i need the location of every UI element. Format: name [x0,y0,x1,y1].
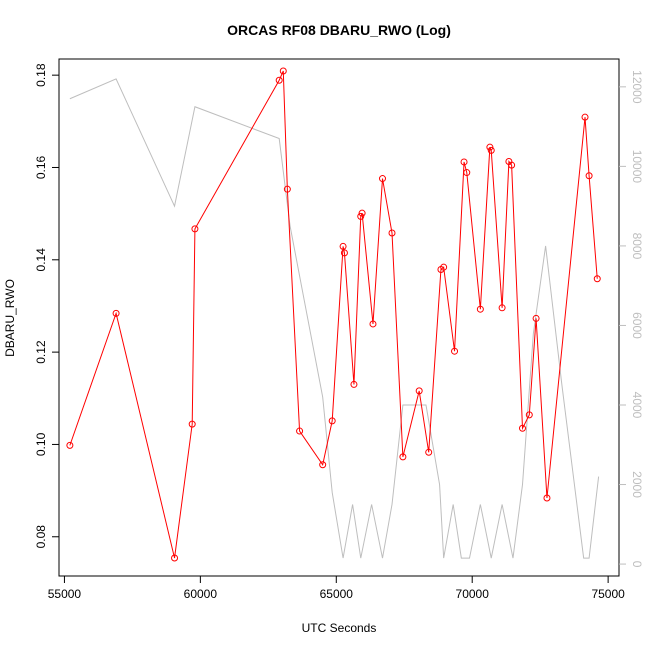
plot-frame [58,58,620,577]
data-point [440,263,448,271]
data-point [463,169,471,177]
data-point [340,249,348,257]
y-tick-label: 0.12 [34,340,48,364]
chart-title: ORCAS RF08 DBARU_RWO (Log) [227,22,451,38]
data-point [171,554,179,562]
data-point [275,76,283,84]
data-point [451,347,459,355]
data-point [388,229,396,237]
data-point [585,172,593,180]
data-point [369,320,377,328]
data-point [191,225,199,233]
data-point [358,209,366,217]
data-point [581,113,589,121]
data-point [339,242,347,250]
data-point [283,185,291,193]
x-tick-label: 75000 [591,587,625,601]
data-point [319,461,327,469]
data-point [593,275,601,283]
data-point [498,304,506,312]
y2-tick-label: 2000 [630,471,644,498]
data-point [543,494,551,502]
data-point [476,305,484,313]
data-point [112,309,120,317]
y2-tick-label: 6000 [630,312,644,339]
x-tick-label: 70000 [456,587,490,601]
y-tick-label: 0.10 [34,432,48,456]
data-point [425,448,433,456]
y-axis-right: 0 2000 4000 6000 8000 10000 12000 [619,70,644,568]
data-point [399,453,407,461]
y-tick-label: 0.14 [34,248,48,272]
data-point [279,67,287,75]
x-axis: 55000 60000 65000 70000 75000 [48,576,625,601]
data-point [525,411,533,419]
x-axis-label: UTC Seconds [302,621,377,635]
data-point [350,380,358,388]
y-axis-left: 0.08 0.10 0.12 0.14 0.16 0.18 [34,63,59,548]
x-tick-label: 65000 [320,587,354,601]
data-point [518,424,526,432]
data-point [460,158,468,166]
x-tick-label: 60000 [184,587,218,601]
data-point [378,175,386,183]
y-tick-label: 0.16 [34,155,48,179]
series-layer [66,67,601,562]
data-point [357,212,365,220]
data-point [66,441,74,449]
data-point [532,314,540,322]
data-point [415,387,423,395]
y-axis-label: DBARU_RWO [3,279,17,357]
y2-tick-label: 12000 [630,70,644,104]
data-point [486,143,494,151]
dbaru-series-line [69,70,598,559]
y2-tick-label: 4000 [630,392,644,419]
data-point [487,146,495,154]
data-point [328,417,336,425]
y2-tick-label: 8000 [630,233,644,260]
y-tick-label: 0.18 [34,63,48,87]
data-point [508,161,516,169]
data-point [188,420,196,428]
y-tick-label: 0.08 [34,525,48,549]
y2-tick-label: 0 [630,561,644,568]
x-tick-label: 55000 [48,587,82,601]
y2-tick-label: 10000 [630,150,644,184]
altitude-series-line [69,78,600,559]
data-point [296,427,304,435]
